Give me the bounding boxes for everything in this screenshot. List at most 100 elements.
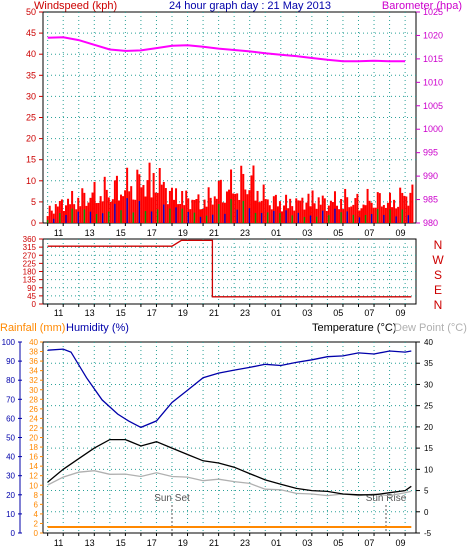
humidity-tick-label: 60	[6, 414, 15, 423]
windspeed-tick-label: 45	[26, 28, 36, 38]
rainfall-tick-label: 30	[29, 386, 38, 395]
windspeed-tick-label: 35	[26, 70, 36, 80]
x-tick-label: 03	[302, 308, 312, 318]
x-tick-label: 23	[240, 228, 250, 238]
direction-tick-label: 270	[23, 251, 37, 260]
humidity-tick-label: 70	[6, 395, 15, 404]
graph-title: 24 hour graph day : 21 May 2013	[169, 0, 331, 12]
rainfall-tick-label: 36	[29, 357, 38, 366]
x-tick-label: 21	[209, 538, 219, 548]
rainfall-tick-label: 24	[29, 414, 38, 423]
direction-letter-n-bottom: N	[434, 298, 443, 312]
temperature-ticks: -5 0 5 10 15 20 25 30 35 40	[416, 338, 433, 538]
humidity-tick-label: 90	[6, 357, 15, 366]
x-tick-label: 19	[178, 308, 188, 318]
x-tick-label: 17	[147, 308, 157, 318]
humidity-tick-label: 0	[11, 529, 16, 538]
x-tick-label: 03	[302, 228, 312, 238]
windspeed-tick-label: 30	[26, 91, 36, 101]
x-tick-label: 23	[240, 308, 250, 318]
sunrise-label: Sun Rise	[366, 493, 407, 504]
x-tick-label: 01	[271, 228, 281, 238]
x-tick-label: 21	[209, 308, 219, 318]
x-tick-label: 13	[85, 228, 95, 238]
rainfall-tick-label: 10	[29, 481, 38, 490]
direction-tick-label: 315	[23, 243, 37, 252]
x-tick-label: 09	[395, 308, 405, 318]
temperature-tick-label: 35	[424, 359, 433, 368]
rainfall-tick-label: 4	[34, 510, 39, 519]
rainfall-tick-label: 12	[29, 472, 38, 481]
temperature-axis-label: Temperature (°C)	[312, 322, 396, 334]
x-tick-label: 09	[395, 538, 405, 548]
x-tick-label: 13	[85, 308, 95, 318]
x-tick-label: 15	[116, 308, 126, 318]
barometer-tick-label: 1000	[423, 124, 443, 134]
rainfall-tick-label: 38	[29, 348, 38, 357]
temp-time-ticks: 11 13 15 17 19 21 23 01 03 05 07 09	[47, 533, 406, 548]
rainfall-tick-label: 34	[29, 367, 38, 376]
barometer-ticks: 980 985 990 995 1000 1005 1010 1015 1020 1025	[416, 7, 443, 228]
x-tick-label: 07	[364, 228, 374, 238]
humidity-tick-label: 40	[6, 453, 15, 462]
temp-humidity-panel: Rainfall (mm) Humidity (%) Temperature (…	[0, 322, 467, 548]
windspeed-tick-label: 5	[31, 197, 36, 207]
x-tick-label: 01	[271, 538, 281, 548]
x-tick-label: 07	[364, 538, 374, 548]
direction-tick-label: 180	[23, 268, 37, 277]
rainfall-tick-label: 16	[29, 453, 38, 462]
x-tick-label: 21	[209, 228, 219, 238]
x-tick-label: 17	[147, 228, 157, 238]
temperature-tick-label: 0	[424, 508, 429, 517]
wind-barometer-panel: Windspeed (kph) 24 hour graph day : 21 M…	[26, 0, 462, 238]
x-tick-label: 05	[333, 538, 343, 548]
humidity-tick-label: 100	[2, 338, 16, 347]
humidity-tick-label: 30	[6, 472, 15, 481]
windspeed-tick-label: 50	[26, 7, 36, 17]
barometer-tick-label: 1020	[423, 30, 443, 40]
windspeed-ticks: 0 5 10 15 20 25 30 35 40 45 50	[26, 7, 43, 228]
direction-tick-label: 135	[23, 276, 37, 285]
humidity-tick-label: 10	[6, 510, 15, 519]
temperature-tick-label: 40	[424, 338, 433, 347]
rainfall-tick-label: 0	[34, 529, 39, 538]
windspeed-axis-label: Windspeed (kph)	[34, 0, 117, 12]
x-tick-label: 23	[240, 538, 250, 548]
temperature-tick-label: 20	[424, 423, 433, 432]
humidity-tick-label: 80	[6, 376, 15, 385]
rainfall-tick-label: 22	[29, 424, 38, 433]
sunset-label: Sun Set	[154, 493, 190, 504]
dewpoint-axis-label: Dew Point (°C)	[394, 322, 467, 334]
direction-tick-label: 0	[32, 300, 37, 309]
rainfall-tick-label: 6	[34, 500, 39, 509]
humidity-tick-label: 50	[6, 434, 15, 443]
x-tick-label: 07	[364, 308, 374, 318]
barometer-tick-label: 1015	[423, 54, 443, 64]
direction-letter-w: W	[432, 253, 444, 267]
x-tick-label: 05	[333, 308, 343, 318]
rainfall-tick-label: 14	[29, 462, 38, 471]
direction-plot-frame	[42, 238, 417, 305]
direction-tick-label: 45	[27, 292, 36, 301]
barometer-tick-label: 985	[423, 195, 438, 205]
barometer-tick-label: 1025	[423, 7, 443, 17]
humidity-tick-label: 20	[6, 491, 15, 500]
rainfall-tick-label: 28	[29, 395, 38, 404]
barometer-tick-label: 1005	[423, 101, 443, 111]
x-tick-label: 01	[271, 308, 281, 318]
x-tick-label: 19	[178, 538, 188, 548]
temperature-tick-label: 30	[424, 380, 433, 389]
windspeed-tick-label: 10	[26, 176, 36, 186]
rainfall-tick-label: 2	[34, 519, 39, 528]
rainfall-tick-label: 20	[29, 434, 38, 443]
direction-grid	[43, 239, 416, 304]
x-tick-label: 11	[54, 228, 63, 238]
barometer-tick-label: 990	[423, 171, 438, 181]
wind-time-ticks: 11 13 15 17 19 21 23 01 03 05 07 09	[47, 223, 406, 238]
windspeed-tick-label: 25	[26, 113, 36, 123]
x-tick-label: 03	[302, 538, 312, 548]
